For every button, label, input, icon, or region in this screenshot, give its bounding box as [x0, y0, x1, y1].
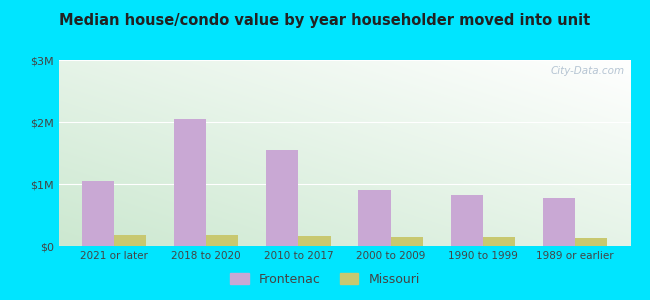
Bar [266, 150, 298, 246]
Bar [174, 119, 206, 246]
Bar [391, 237, 423, 246]
Text: City-Data.com: City-Data.com [551, 66, 625, 76]
Bar [450, 195, 483, 246]
Bar [358, 190, 391, 246]
Legend: Frontenac, Missouri: Frontenac, Missouri [226, 268, 424, 291]
Bar [298, 236, 331, 246]
Text: Median house/condo value by year householder moved into unit: Median house/condo value by year househo… [59, 14, 591, 28]
Bar [543, 198, 575, 246]
Bar [206, 235, 239, 246]
Bar [483, 237, 515, 246]
Bar [575, 238, 608, 246]
Bar [114, 235, 146, 246]
Bar [81, 181, 114, 246]
